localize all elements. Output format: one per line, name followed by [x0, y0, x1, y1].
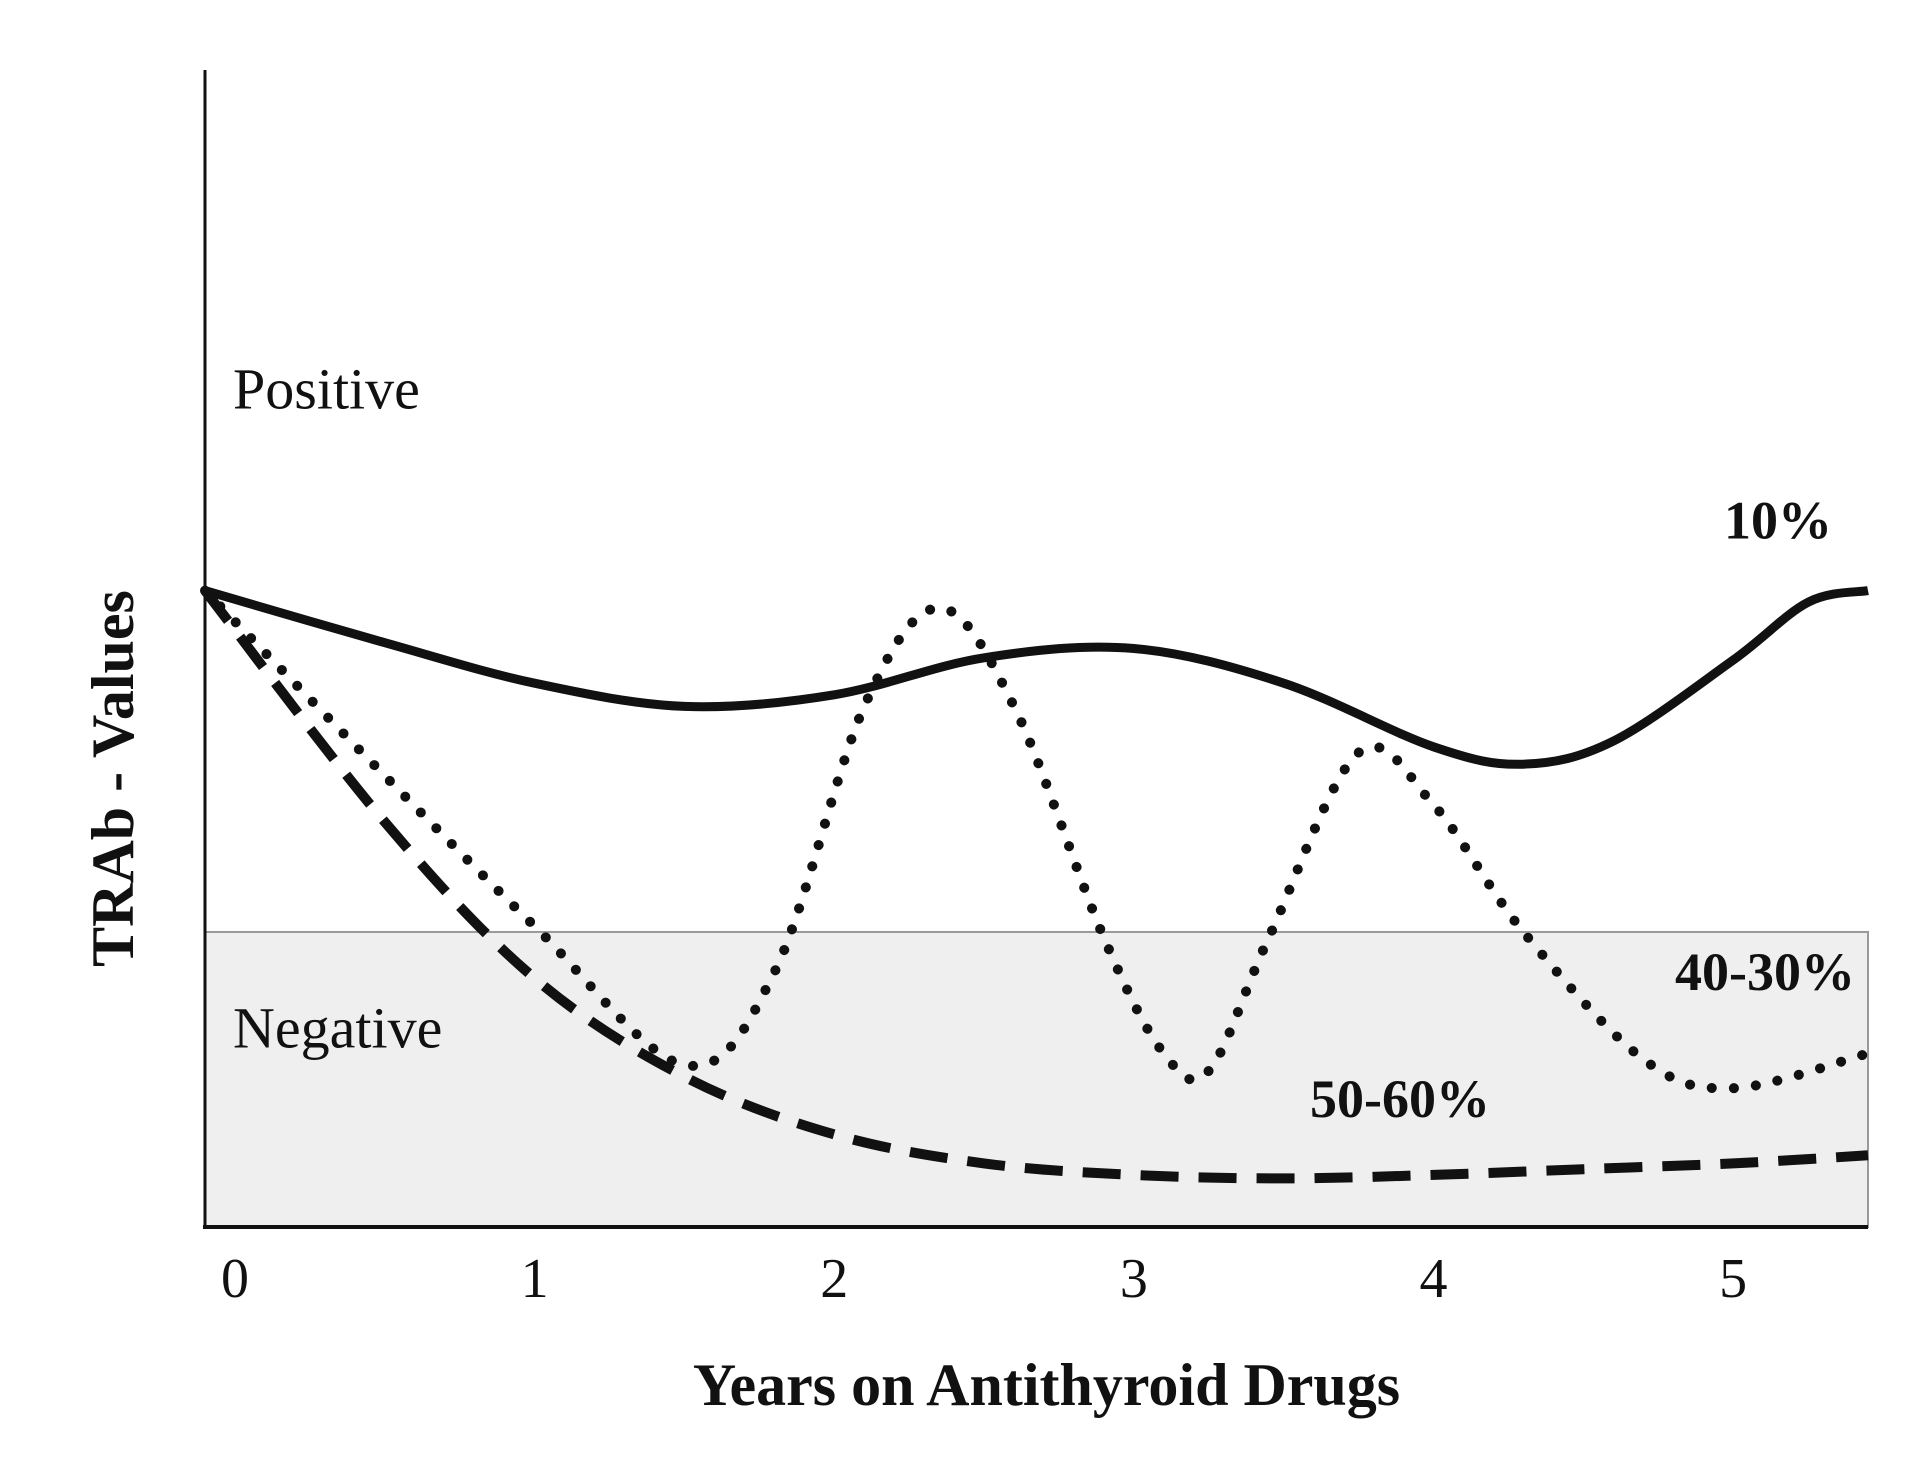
x-tick-labels: 0 1 2 3 4 5	[221, 1248, 1747, 1310]
x-tick-label: 5	[1719, 1248, 1747, 1310]
series-label-40-30: 40-30%	[1675, 942, 1855, 1002]
x-tick-label: 2	[820, 1248, 848, 1310]
x-tick-label: 0	[221, 1248, 249, 1310]
series-layer	[200, 585, 1873, 1184]
series-line-solid	[203, 586, 1869, 769]
series-label-50-60: 50-60%	[1310, 1069, 1490, 1129]
x-tick-label: 3	[1120, 1248, 1148, 1310]
x-axis-title: Years on Antithyroid Drugs	[693, 1352, 1400, 1418]
x-tick-label: 4	[1420, 1248, 1448, 1310]
positive-zone-label: Positive	[233, 356, 420, 421]
series-line-dashed	[201, 587, 1869, 1184]
y-axis-title: TRAb - Values	[80, 590, 146, 967]
negative-zone	[204, 930, 1869, 1229]
x-tick-label: 1	[521, 1248, 549, 1310]
series-label-10: 10%	[1724, 491, 1832, 551]
negative-zone-label: Negative	[233, 996, 442, 1061]
series-line-dotted	[200, 585, 1873, 1094]
